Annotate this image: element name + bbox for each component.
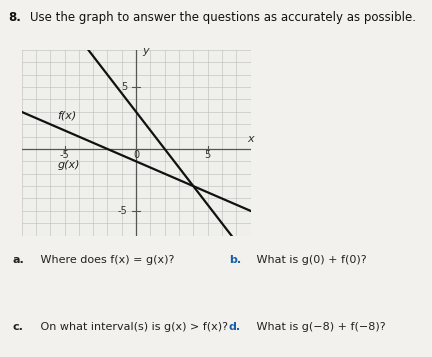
Text: 8.: 8. [9,10,22,24]
Text: On what interval(s) is g(x) > f(x)?: On what interval(s) is g(x) > f(x)? [37,322,228,332]
Text: -5: -5 [118,206,127,216]
Text: Where does f(x) = g(x)?: Where does f(x) = g(x)? [37,255,174,265]
Text: f(x): f(x) [57,110,76,120]
Text: 5: 5 [204,150,211,160]
Text: x: x [248,134,254,144]
Text: What is g(−8) + f(−8)?: What is g(−8) + f(−8)? [253,322,385,332]
Text: g(x): g(x) [57,160,80,170]
Text: b.: b. [229,255,241,265]
Text: 5: 5 [121,82,127,92]
Text: d.: d. [229,322,241,332]
Text: 0: 0 [133,150,139,160]
Text: y: y [142,46,149,56]
Text: Use the graph to answer the questions as accurately as possible.: Use the graph to answer the questions as… [30,10,416,24]
Text: What is g(0) + f(0)?: What is g(0) + f(0)? [253,255,366,265]
Text: c.: c. [13,322,24,332]
Text: -5: -5 [60,150,70,160]
Text: a.: a. [13,255,25,265]
